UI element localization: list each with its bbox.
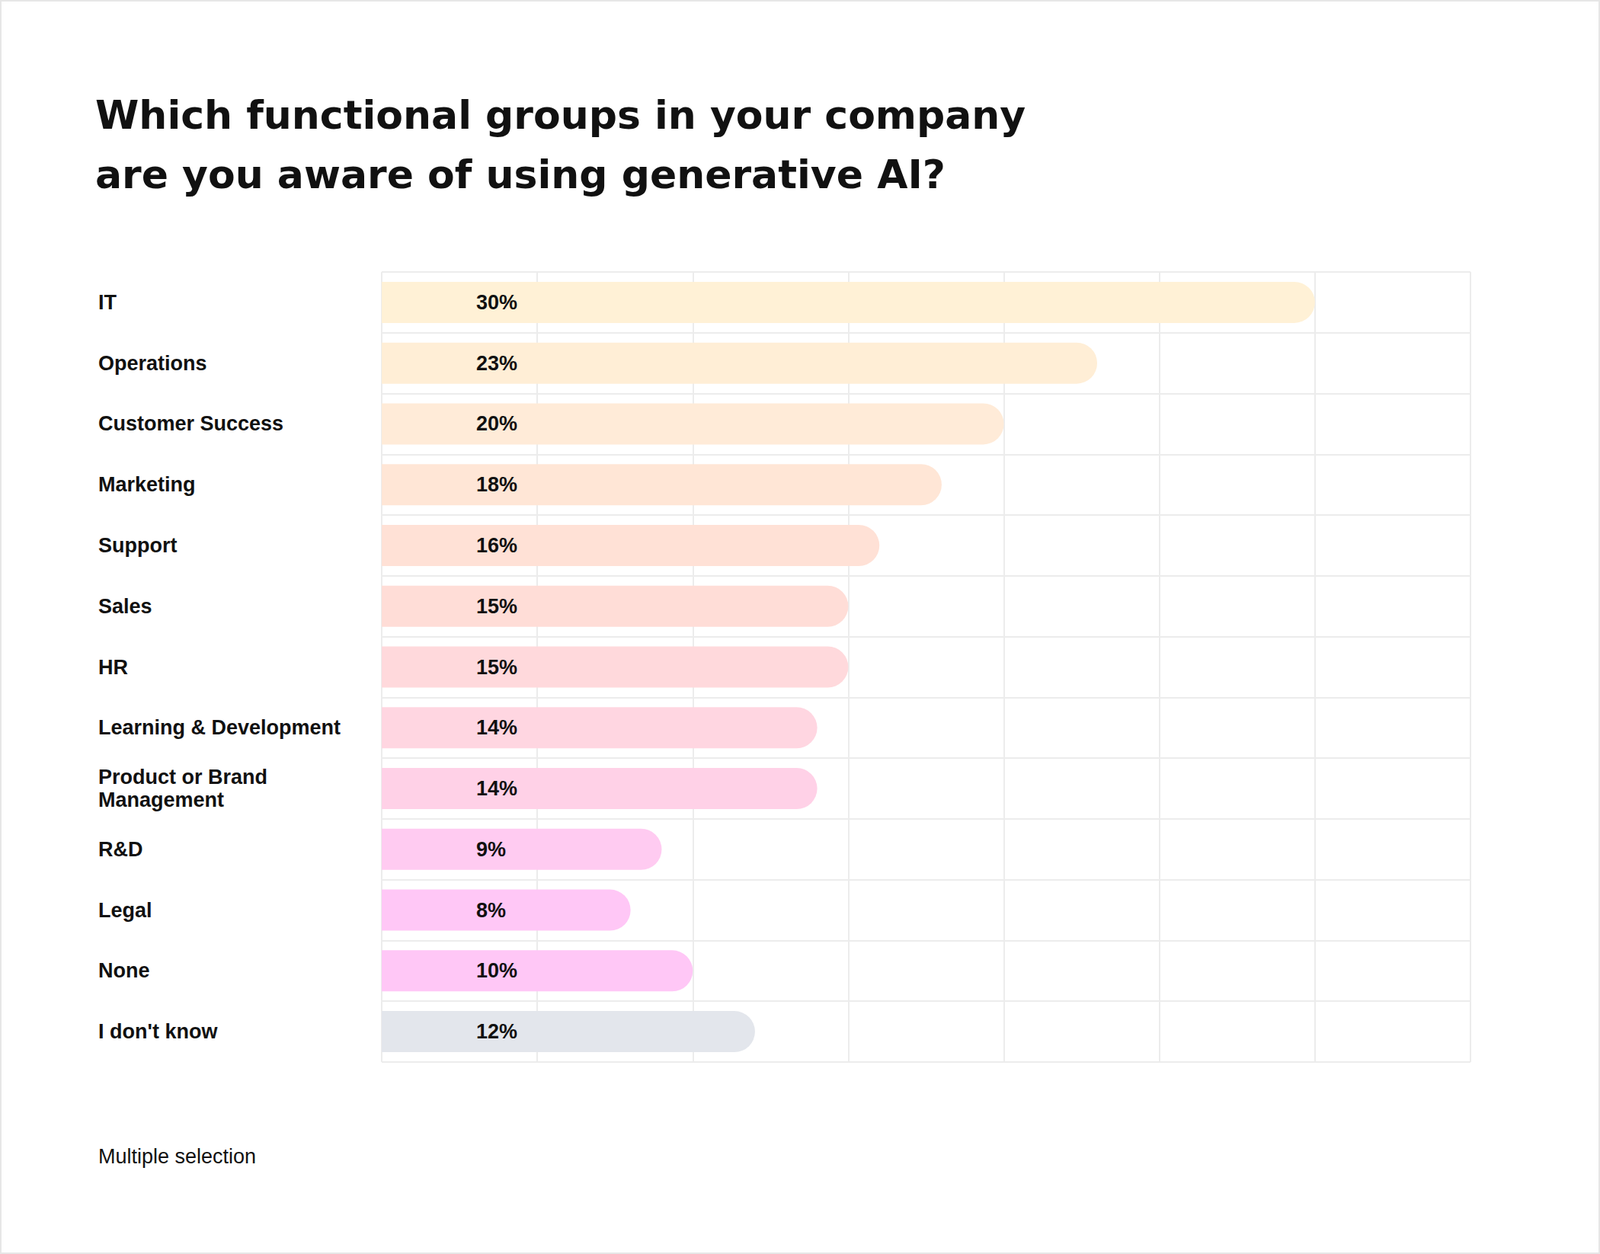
svg-text:9%: 9% — [476, 838, 506, 861]
svg-text:Which functional groups in you: Which functional groups in your company — [95, 92, 1026, 138]
svg-text:Management: Management — [98, 788, 224, 812]
svg-text:Multiple selection: Multiple selection — [98, 1145, 256, 1168]
svg-text:20%: 20% — [476, 412, 518, 436]
svg-text:10%: 10% — [476, 959, 518, 983]
svg-text:IT: IT — [98, 291, 118, 314]
svg-text:14%: 14% — [476, 716, 518, 740]
svg-text:None: None — [98, 959, 151, 983]
svg-text:15%: 15% — [476, 656, 518, 679]
svg-text:14%: 14% — [476, 777, 518, 800]
svg-text:30%: 30% — [476, 291, 518, 314]
svg-text:8%: 8% — [476, 899, 506, 922]
svg-text:Sales: Sales — [98, 595, 153, 618]
svg-text:I don't know: I don't know — [98, 1020, 218, 1044]
svg-text:18%: 18% — [476, 473, 518, 496]
svg-text:HR: HR — [98, 656, 128, 679]
svg-text:Product or Brand: Product or Brand — [98, 765, 268, 789]
svg-text:16%: 16% — [476, 534, 518, 557]
svg-text:Customer Success: Customer Success — [98, 412, 284, 436]
svg-text:are you aware of using generat: are you aware of using generative AI? — [95, 151, 946, 198]
svg-text:Learning & Development: Learning & Development — [98, 716, 341, 740]
svg-text:Operations: Operations — [98, 352, 208, 375]
svg-text:Marketing: Marketing — [98, 473, 196, 496]
svg-text:12%: 12% — [476, 1020, 518, 1044]
svg-text:Legal: Legal — [98, 899, 153, 922]
svg-text:15%: 15% — [476, 595, 518, 618]
svg-text:Support: Support — [98, 534, 177, 557]
svg-text:R&D: R&D — [98, 838, 144, 861]
svg-text:23%: 23% — [476, 352, 518, 375]
